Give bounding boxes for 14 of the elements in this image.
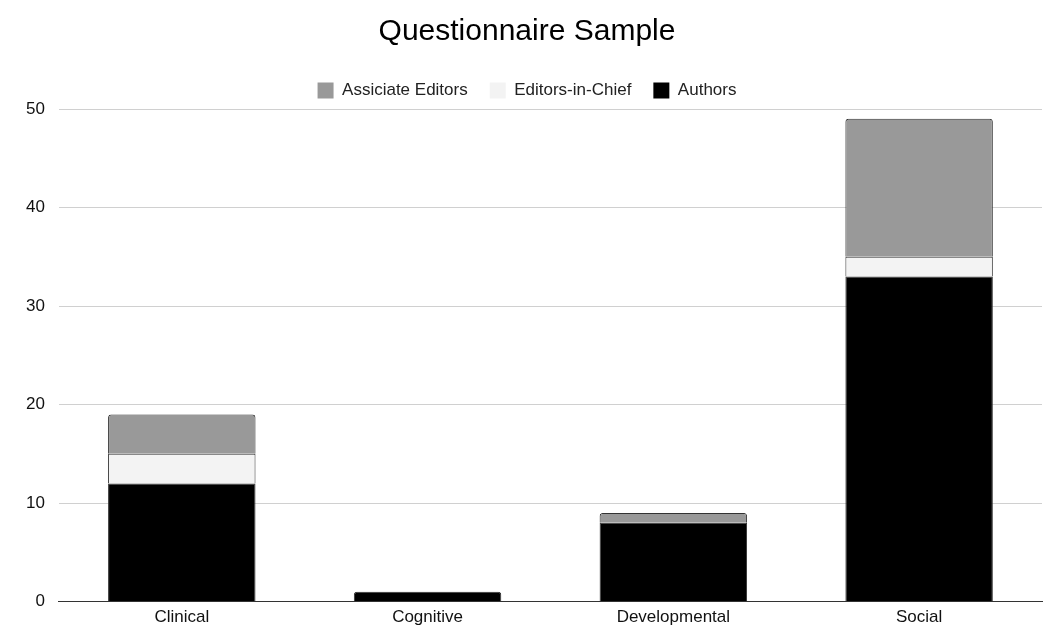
legend-label: Authors [677,80,737,100]
y-tick-label: 30 [25,295,45,315]
legend-label: Assiciate Editors [342,80,468,100]
chart-title: Questionnaire Sample [378,13,676,47]
y-tick-label: 0 [35,591,45,611]
legend-label: Editors-in-Chief [514,80,632,100]
x-tick-label: Clinical [154,607,210,627]
y-tick-label: 20 [25,394,45,414]
x-tick-label: Cognitive [392,607,464,627]
x-tick-label: Social [895,607,943,627]
y-tick-label: 10 [25,492,45,512]
y-tick-label: 50 [25,98,45,118]
x-tick-label: Developmental [616,607,731,627]
y-tick-label: 40 [25,197,45,217]
